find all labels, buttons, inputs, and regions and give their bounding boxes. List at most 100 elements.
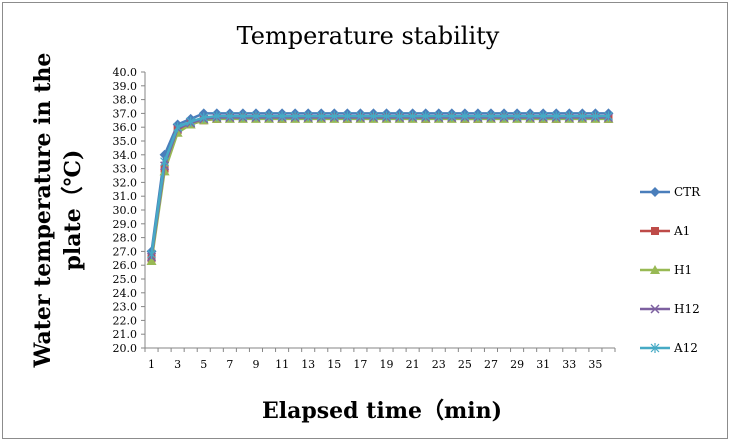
legend-marker — [650, 187, 660, 197]
plot-area: 20.021.022.023.024.025.026.027.028.029.0… — [113, 66, 616, 371]
legend-label: A1 — [673, 224, 690, 238]
y-tick-label: 26.0 — [113, 259, 138, 272]
x-tick-label: 11 — [275, 358, 289, 371]
data-point — [290, 111, 300, 122]
data-point — [329, 111, 339, 122]
series-markers-a12 — [147, 111, 613, 260]
data-point — [303, 111, 313, 122]
y-tick-label: 28.0 — [113, 232, 138, 245]
data-point — [382, 111, 391, 122]
data-point — [160, 156, 170, 167]
x-tick-label: 21 — [406, 358, 420, 371]
series-line-a12 — [150, 114, 609, 255]
data-point — [147, 249, 156, 260]
data-point — [499, 111, 509, 122]
data-point — [342, 111, 352, 122]
data-point — [264, 111, 274, 122]
y-tick-label: 37.0 — [113, 107, 138, 120]
data-point — [486, 111, 496, 122]
legend: CTR A1 H1 H12 A12 — [640, 185, 701, 355]
y-tick-label: 25.0 — [113, 273, 138, 286]
x-tick-label: 7 — [226, 358, 233, 371]
y-tick-label: 24.0 — [113, 287, 138, 300]
x-axis-title: Elapsed time（min) — [262, 398, 502, 424]
x-tick-label: 25 — [458, 358, 472, 371]
data-point — [538, 111, 548, 122]
x-tick-label: 13 — [301, 358, 315, 371]
y-axis-title-line1: Water temperature in the — [30, 53, 56, 369]
y-tick-label: 29.0 — [113, 218, 138, 231]
legend-item-a12: A12 — [640, 341, 698, 355]
data-point — [590, 111, 600, 122]
data-point — [251, 111, 261, 122]
series-line-ctr — [150, 112, 609, 252]
data-point — [369, 111, 378, 122]
x-tick-label: 9 — [252, 358, 259, 371]
series-markers-h12 — [146, 113, 614, 262]
data-point — [395, 111, 405, 122]
data-point — [238, 111, 248, 122]
y-tick-label: 20.0 — [113, 342, 138, 355]
legend-label: H1 — [674, 263, 692, 277]
legend-item-h12: H12 — [640, 302, 700, 316]
series-line-h1 — [150, 117, 609, 262]
legend-marker — [650, 265, 660, 274]
data-point — [173, 122, 183, 133]
series-line-h12 — [150, 116, 609, 258]
y-axis-title-line2: plate（℃) — [60, 150, 86, 271]
data-point — [447, 111, 457, 122]
x-tick-label: 1 — [148, 358, 155, 371]
y-tick-label: 21.0 — [113, 328, 138, 341]
legend-label: CTR — [674, 185, 701, 199]
y-tick-label: 22.0 — [113, 314, 138, 327]
x-tick-label: 19 — [380, 358, 394, 371]
chart-frame — [2, 2, 728, 439]
data-point — [525, 111, 535, 122]
x-tick-label: 33 — [562, 358, 576, 371]
legend-marker — [650, 304, 660, 314]
data-point — [551, 111, 561, 122]
data-point — [212, 111, 222, 122]
legend-marker — [651, 227, 659, 235]
data-point — [604, 111, 613, 122]
y-tick-label: 38.0 — [113, 94, 138, 107]
x-tick-label: 31 — [536, 358, 550, 371]
legend-item-a1: A1 — [640, 224, 690, 238]
x-tick-label: 17 — [353, 358, 367, 371]
data-point — [564, 111, 574, 122]
legend-item-h1: H1 — [640, 263, 692, 277]
data-point — [577, 111, 587, 122]
y-tick-label: 34.0 — [113, 149, 138, 162]
y-tick-label: 32.0 — [113, 176, 138, 189]
data-point — [408, 111, 418, 122]
data-point — [225, 111, 235, 122]
series-markers-h1 — [146, 113, 614, 266]
data-point — [434, 111, 444, 122]
y-tick-label: 27.0 — [113, 245, 138, 258]
y-tick-label: 36.0 — [113, 121, 138, 134]
legend-label: A12 — [673, 341, 698, 355]
y-tick-label: 23.0 — [113, 301, 138, 314]
data-point — [355, 111, 365, 122]
series-markers-a1 — [147, 113, 613, 263]
series-line-a1 — [150, 116, 609, 259]
data-point — [277, 111, 287, 122]
data-point — [186, 116, 196, 127]
x-tick-label: 5 — [200, 358, 207, 371]
legend-item-ctr: CTR — [640, 185, 701, 199]
x-tick-label: 35 — [588, 358, 602, 371]
y-tick-label: 35.0 — [113, 135, 138, 148]
data-point — [473, 111, 483, 122]
data-point — [199, 112, 209, 123]
x-tick-label: 29 — [510, 358, 524, 371]
data-point — [316, 111, 326, 122]
data-point — [421, 111, 431, 122]
series-markers-ctr — [146, 108, 614, 257]
data-point — [146, 256, 157, 266]
chart-title: Temperature stability — [237, 22, 500, 50]
y-tick-label: 39.0 — [113, 80, 138, 93]
x-tick-label: 3 — [174, 358, 181, 371]
x-tick-label: 15 — [327, 358, 341, 371]
legend-label: H12 — [674, 302, 700, 316]
